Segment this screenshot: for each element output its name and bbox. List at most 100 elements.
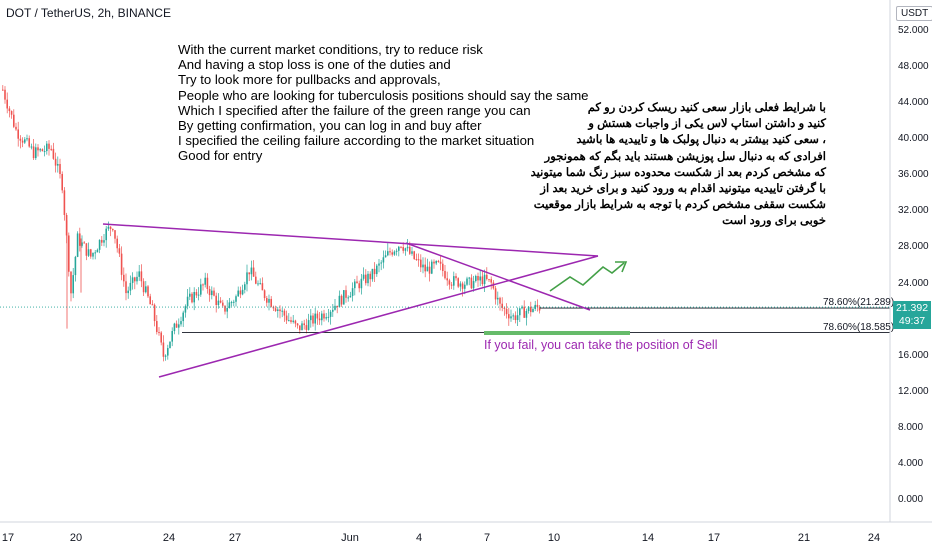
- candle-body: [109, 226, 112, 229]
- note-line: با گرفتن تاییدیه میتونید اقدام به ورود ک…: [540, 182, 826, 196]
- candle-body: [411, 251, 413, 254]
- candle-body: [371, 268, 374, 280]
- note-line: And having a stop loss is one of the dut…: [178, 57, 451, 73]
- candle-body: [72, 275, 74, 294]
- currency-label[interactable]: USDT: [896, 6, 932, 21]
- symbol-title[interactable]: DOT / TetherUS, 2h, BINANCE: [6, 6, 171, 20]
- candle-body: [138, 271, 140, 277]
- candle-body: [420, 259, 422, 268]
- candle-body: [43, 151, 46, 153]
- candle-body: [369, 273, 371, 280]
- candle-body: [204, 277, 206, 285]
- last-price-value: 21.392: [895, 302, 929, 314]
- candle-body: [54, 158, 57, 166]
- candle-body: [435, 260, 437, 264]
- candle-body: [499, 297, 501, 304]
- candle-body: [437, 260, 440, 262]
- candle-body: [285, 315, 288, 321]
- candle-body: [182, 312, 184, 322]
- candle-body: [26, 138, 28, 140]
- candle-body: [171, 331, 173, 342]
- descending-trendline: [405, 242, 591, 311]
- price-tick-label: 12.000: [898, 385, 929, 397]
- candle-body: [523, 306, 525, 318]
- candle-body: [516, 315, 519, 321]
- candle-body: [226, 308, 228, 312]
- candle-body: [127, 290, 129, 294]
- note-line: افرادی که به دنبال سل پوزیشن هستند باید …: [544, 149, 826, 163]
- candle-body: [349, 295, 352, 298]
- candle-body: [147, 286, 149, 297]
- candle-body: [107, 226, 110, 229]
- candle-body: [424, 264, 426, 272]
- candle-body: [59, 163, 61, 175]
- candle-body: [417, 259, 420, 261]
- candle-body: [10, 111, 13, 115]
- candle-body: [270, 298, 272, 307]
- candle-body: [318, 318, 321, 321]
- candle-body: [158, 332, 160, 334]
- candle-body: [486, 274, 488, 280]
- candle-body: [4, 89, 6, 100]
- candle-body: [208, 289, 211, 296]
- candle-body: [96, 249, 99, 253]
- candle-body: [13, 114, 15, 127]
- candle-body: [21, 140, 24, 143]
- drawings: [0, 223, 890, 378]
- candle-body: [268, 298, 270, 303]
- note-line: که مشخص کردم بعد از شکست محدوده سبز رنگ …: [530, 165, 826, 179]
- candle-body: [428, 266, 431, 274]
- candle-body: [439, 261, 442, 264]
- candle-body: [299, 325, 301, 331]
- candle-body: [378, 263, 380, 266]
- price-tick-label: 4.000: [898, 457, 924, 469]
- candle-body: [263, 290, 266, 299]
- candle-body: [239, 290, 242, 295]
- candle-body: [274, 308, 277, 312]
- candle-body: [37, 147, 39, 151]
- candle-body: [393, 251, 396, 255]
- candle-body: [365, 274, 367, 284]
- candle-body: [105, 228, 107, 241]
- candle-body: [94, 252, 96, 254]
- candle-body: [503, 307, 506, 309]
- candle-body: [312, 315, 314, 324]
- projection-arrow: [549, 262, 625, 292]
- price-tick-label: 36.000: [898, 169, 929, 181]
- time-tick-label: Jun: [341, 532, 359, 544]
- time-tick-label: 20: [69, 532, 83, 544]
- note-line: With the current market conditions, try …: [178, 42, 483, 57]
- candle-body: [360, 278, 363, 289]
- time-tick-label: 17: [707, 532, 721, 544]
- candlesticks: [2, 85, 541, 362]
- candle-body: [512, 315, 514, 317]
- candle-body: [235, 296, 237, 302]
- candle-body: [145, 286, 147, 293]
- candle-body: [362, 274, 365, 279]
- time-tick-label: 14: [641, 532, 655, 544]
- candle-body: [472, 281, 475, 289]
- candle-body: [2, 89, 4, 91]
- note-line: کنید و داشتن استاپ لاس یکی از واجبات هست…: [588, 117, 826, 131]
- candle-body: [156, 321, 158, 333]
- candle-body: [114, 230, 116, 239]
- candle-body: [123, 274, 125, 282]
- candle-body: [400, 246, 402, 248]
- candle-body: [8, 108, 11, 112]
- time-tick-label: 21: [797, 532, 811, 544]
- candle-body: [79, 233, 81, 246]
- candle-body: [367, 273, 369, 284]
- candle-body: [519, 308, 521, 316]
- candle-body: [39, 149, 41, 151]
- candle-body: [314, 313, 316, 324]
- candle-body: [87, 249, 90, 256]
- candle-body: [151, 304, 154, 306]
- candle-body: [140, 271, 143, 282]
- fib-level-label-upper: 78.60%(21.289): [823, 297, 895, 308]
- candle-body: [384, 255, 387, 258]
- candle-body: [422, 264, 424, 268]
- candle-body: [387, 251, 389, 256]
- time-tick-label: 7: [483, 532, 491, 544]
- candle-body: [15, 126, 17, 130]
